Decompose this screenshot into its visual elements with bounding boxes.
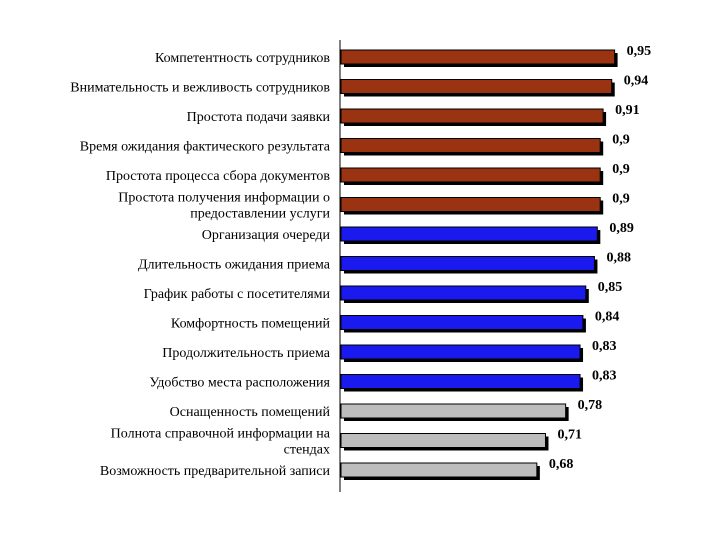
bar bbox=[340, 138, 601, 153]
bar bbox=[340, 167, 601, 183]
bars-group: 0,95 Компетентность сотрудников 0,94 Внимат… bbox=[70, 44, 651, 480]
category-label: Простота получения информации о bbox=[118, 191, 330, 206]
category-label: Простота подачи заявки bbox=[187, 110, 331, 125]
bar bbox=[340, 108, 604, 124]
category-label: Простота процесса сбора документов bbox=[106, 169, 331, 184]
bar bbox=[340, 226, 598, 242]
category-label: предоставлении услуги bbox=[190, 207, 330, 222]
bar bbox=[340, 344, 581, 360]
value-label: 0,88 bbox=[606, 251, 631, 266]
value-label: 0,68 bbox=[549, 457, 574, 472]
bar bbox=[340, 403, 567, 419]
category-label: Удобство места расположения bbox=[149, 376, 330, 391]
value-label: 0,83 bbox=[592, 339, 617, 354]
bar bbox=[340, 79, 613, 94]
category-label: Организация очереди bbox=[202, 228, 331, 243]
bar bbox=[340, 462, 538, 478]
value-label: 0,83 bbox=[592, 369, 617, 384]
bar bbox=[340, 285, 587, 301]
category-label: стендах bbox=[284, 443, 330, 458]
category-label: Компетентность сотрудников bbox=[155, 51, 330, 66]
value-label: 0,71 bbox=[557, 428, 582, 443]
value-label: 0,85 bbox=[598, 280, 623, 295]
value-label: 0,94 bbox=[624, 74, 649, 89]
category-label: Комфортность помещений bbox=[171, 317, 331, 332]
value-label: 0,91 bbox=[615, 103, 640, 118]
value-label: 0,9 bbox=[612, 162, 630, 177]
bar bbox=[340, 256, 595, 271]
category-label: График работы с посетителями bbox=[144, 287, 331, 302]
value-label: 0,84 bbox=[595, 310, 620, 325]
bar bbox=[340, 49, 616, 65]
bar bbox=[340, 374, 581, 389]
bar bbox=[340, 433, 546, 448]
category-label: Оснащенность помещений bbox=[170, 405, 331, 420]
category-label: Полнота справочной информации на bbox=[111, 427, 331, 442]
value-label: 0,95 bbox=[627, 44, 652, 59]
category-label: Внимательность и вежливость сотрудников bbox=[70, 81, 330, 96]
bar bbox=[340, 197, 601, 212]
category-label: Время ожидания фактического результата bbox=[80, 140, 331, 155]
category-label: Возможность предварительной записи bbox=[100, 464, 331, 479]
value-label: 0,89 bbox=[609, 221, 634, 236]
category-label: Длительность ожидания приема bbox=[138, 258, 331, 273]
bar bbox=[340, 315, 584, 330]
value-label: 0,78 bbox=[578, 398, 603, 413]
category-label: Продолжительность приема bbox=[162, 346, 331, 361]
value-label: 0,9 bbox=[612, 192, 630, 207]
value-label: 0,9 bbox=[612, 133, 630, 148]
